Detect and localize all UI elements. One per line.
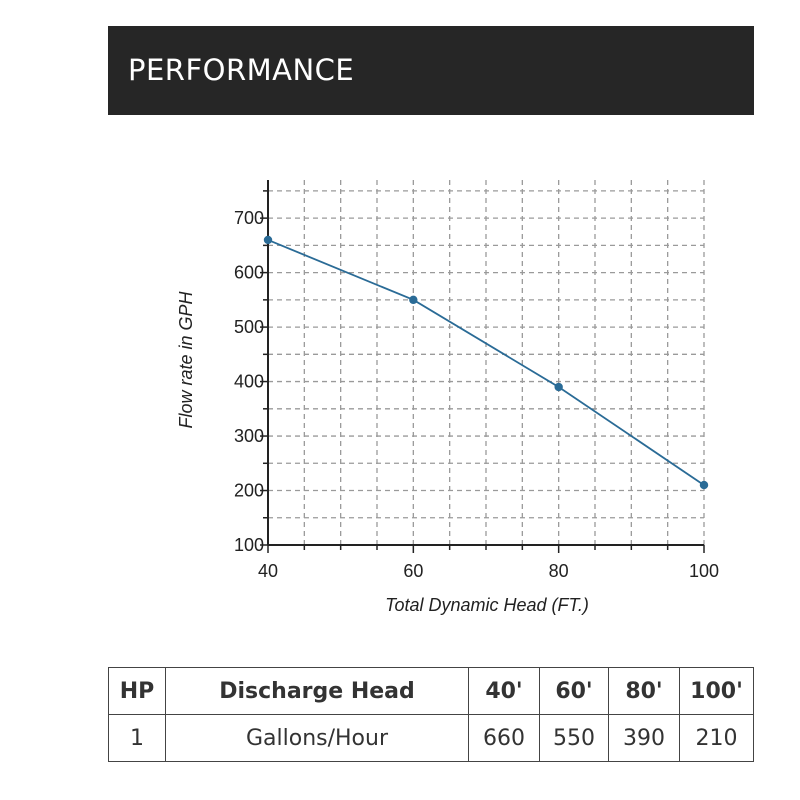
chart-grid — [268, 180, 705, 545]
x-tick-label: 100 — [689, 561, 719, 581]
y-tick-label: 500 — [234, 317, 264, 337]
x-axis-title: Total Dynamic Head (FT.) — [385, 595, 589, 615]
x-tick-label: 40 — [258, 561, 278, 581]
y-tick-label: 300 — [234, 426, 264, 446]
chart-labels: 100 200 300 400 500 600 700 40 60 80 100 — [234, 208, 719, 581]
y-tick-label: 400 — [234, 372, 264, 392]
y-tick-label: 100 — [234, 535, 264, 555]
chart-series — [263, 235, 709, 490]
table-header-cell: 40' — [468, 667, 540, 715]
table-header-row: HP Discharge Head 40' 60' 80' 100' — [108, 667, 754, 715]
table-cell: 550 — [539, 714, 609, 762]
table-cell: 390 — [608, 714, 680, 762]
performance-header: PERFORMANCE — [108, 26, 754, 115]
table-cell: 660 — [468, 714, 540, 762]
x-tick-label: 80 — [549, 561, 569, 581]
y-axis-title: Flow rate in GPH — [176, 290, 196, 428]
header-title: PERFORMANCE — [128, 53, 355, 87]
performance-chart: 100 200 300 400 500 600 700 40 60 80 100 Total Dyn… — [176, 180, 719, 615]
table-header-cell: Discharge Head — [165, 667, 469, 715]
y-tick-label: 200 — [234, 481, 264, 501]
performance-table: HP Discharge Head 40' 60' 80' 100' 1 Gal… — [108, 667, 754, 762]
x-tick-label: 60 — [403, 561, 423, 581]
table-row: 1 Gallons/Hour 660 550 390 210 — [108, 714, 754, 762]
data-point — [699, 480, 709, 490]
table-cell: 210 — [679, 714, 754, 762]
y-tick-label: 600 — [234, 263, 264, 283]
y-tick-label: 700 — [234, 208, 264, 228]
series-line — [267, 239, 705, 486]
data-point — [263, 235, 273, 245]
table-cell: 1 — [108, 714, 166, 762]
table-header-cell: 80' — [608, 667, 680, 715]
table-cell: Gallons/Hour — [165, 714, 469, 762]
chart-axes — [260, 180, 705, 553]
data-point — [409, 295, 418, 305]
table-header-cell: 100' — [679, 667, 754, 715]
table-header-cell: HP — [108, 667, 166, 715]
table-header-cell: 60' — [539, 667, 609, 715]
data-point — [554, 382, 563, 392]
